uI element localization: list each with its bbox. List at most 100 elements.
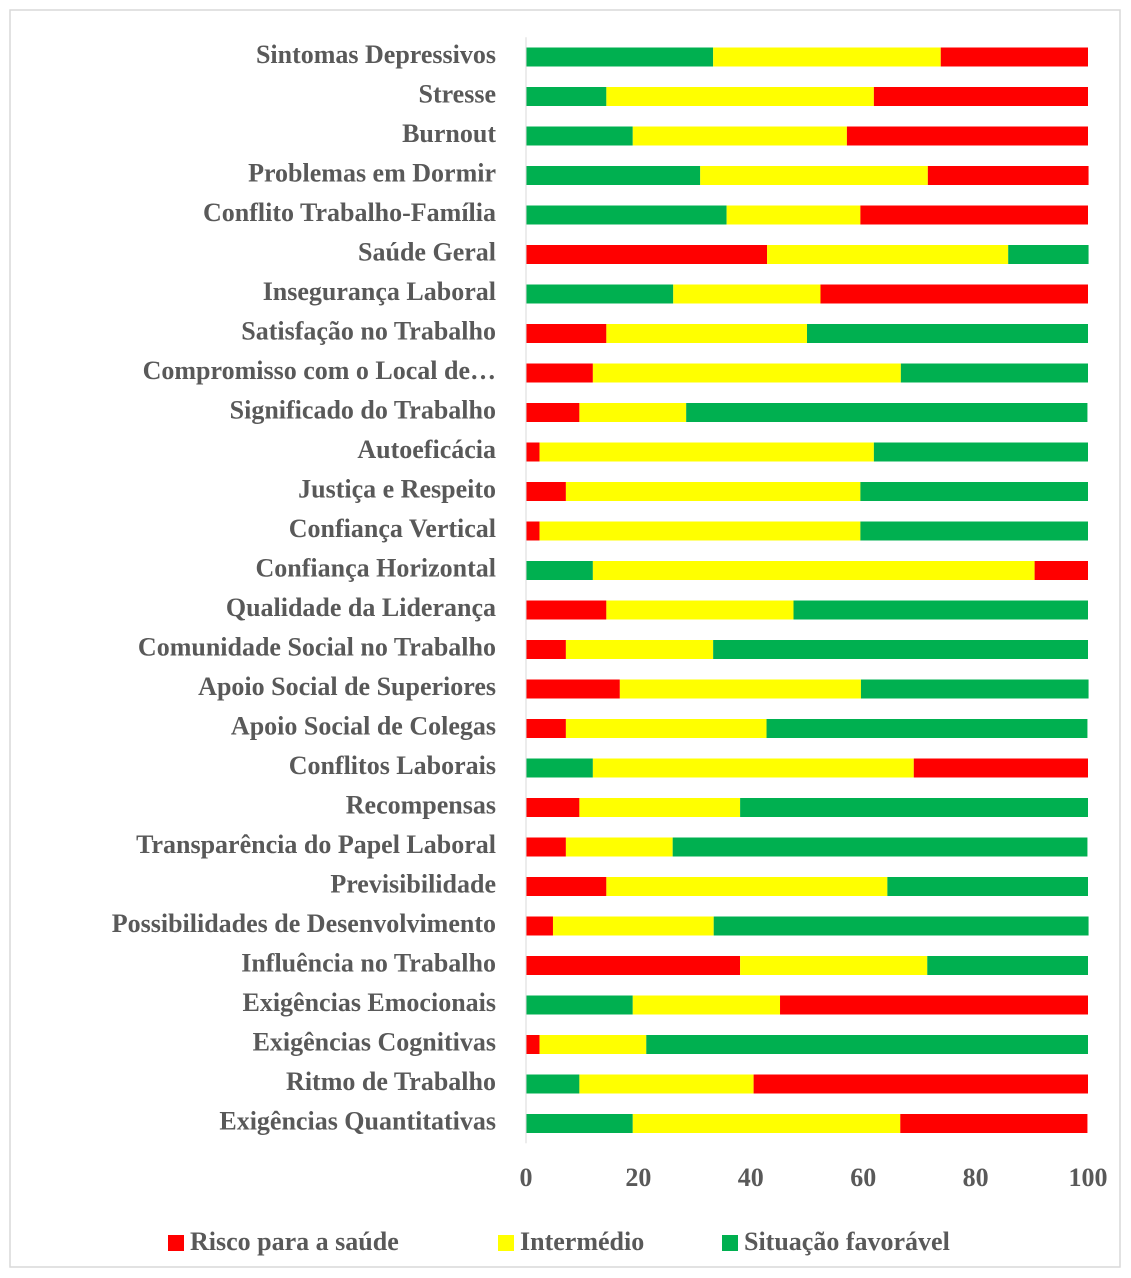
y-tick-label: Confiança Vertical <box>289 514 496 543</box>
bar-segment <box>1008 245 1089 264</box>
bar-segment <box>526 956 741 975</box>
y-tick-label: Insegurança Laboral <box>263 277 496 306</box>
bar-segment <box>592 758 914 778</box>
y-tick-label: Ritmo de Trabalho <box>286 1067 496 1096</box>
bar-segment <box>860 482 1088 501</box>
x-tick-label: 80 <box>963 1163 989 1192</box>
bar-segment <box>539 1035 647 1054</box>
x-tick-label: 40 <box>738 1163 764 1192</box>
bar-segment <box>592 561 1035 580</box>
legend-label: Risco para a saúde <box>190 1227 399 1256</box>
bar-segment <box>927 956 1088 975</box>
bar-segment <box>526 679 620 699</box>
bar-segment <box>526 442 540 462</box>
legend-label: Intermédio <box>520 1227 644 1256</box>
bar-segment <box>579 798 741 817</box>
bar-segment <box>526 87 607 106</box>
y-tick-label: Exigências Quantitativas <box>219 1106 496 1135</box>
bar-segment <box>526 798 580 817</box>
bar-segment <box>526 47 714 67</box>
bar-segment <box>526 995 633 1015</box>
y-tick-label: Qualidade da Liderança <box>226 593 496 622</box>
y-tick-label: Stresse <box>418 79 496 108</box>
bar-segment <box>565 640 714 659</box>
y-tick-label: Justiça e Respeito <box>298 474 496 503</box>
bar-segment <box>526 1074 580 1094</box>
x-tick-label: 0 <box>520 1163 533 1192</box>
y-tick-label: Sintomas Depressivos <box>256 40 496 69</box>
y-tick-label: Apoio Social de Superiores <box>198 672 496 701</box>
bar-segment <box>632 126 847 146</box>
bar-segment <box>526 324 607 343</box>
bar-segment <box>940 47 1088 67</box>
bar-segment <box>526 284 674 304</box>
y-tick-label: Burnout <box>402 119 496 148</box>
bar-segment <box>860 521 1088 541</box>
bar-segment <box>767 245 1009 264</box>
bar-segment <box>1034 561 1088 580</box>
bar-segment <box>713 640 1088 659</box>
bar-segment <box>606 600 794 620</box>
y-tick-label: Comunidade Social no Trabalho <box>138 632 496 661</box>
bar-segment <box>913 758 1088 778</box>
legend-label: Situação favorável <box>744 1227 950 1256</box>
bar-segment <box>552 916 714 936</box>
bar-segment <box>565 837 673 857</box>
y-tick-label: Conflito Trabalho-Família <box>203 198 496 227</box>
bar-segment <box>766 719 1088 738</box>
bar-segment <box>526 205 727 225</box>
bar-segment <box>606 324 807 343</box>
bar-segment <box>579 403 687 422</box>
bar-segment <box>900 1114 1088 1133</box>
x-tick-label: 100 <box>1069 1163 1108 1192</box>
bar-segment <box>726 205 861 225</box>
bar-segment <box>873 87 1088 106</box>
bar-segment <box>526 640 566 659</box>
bar-segment <box>632 1114 901 1133</box>
bar-segment <box>846 126 1088 146</box>
bar-segment <box>780 995 1088 1015</box>
bar-segment <box>592 363 901 383</box>
bar-segment <box>526 1114 633 1133</box>
bar-segment <box>539 521 861 541</box>
bar-segment <box>526 126 633 146</box>
bar-segment <box>713 916 1089 936</box>
bar-segment <box>887 877 1088 896</box>
bar-segment <box>526 758 593 778</box>
x-tick-label: 60 <box>850 1163 876 1192</box>
bar-segment <box>860 679 1089 699</box>
bar-segment <box>900 363 1088 383</box>
bar-segment <box>740 798 1088 817</box>
y-tick-label: Exigências Emocionais <box>242 988 496 1017</box>
bar-segment <box>807 324 1088 343</box>
bar-segment <box>526 521 540 541</box>
bar-segment <box>526 403 580 422</box>
bar-segment <box>606 877 888 896</box>
y-tick-label: Apoio Social de Colegas <box>231 711 496 740</box>
y-tick-label: Recompensas <box>346 790 496 819</box>
y-tick-label: Possibilidades de Desenvolvimento <box>112 909 496 938</box>
bar-segment <box>619 679 861 699</box>
y-tick-label: Exigências Cognitivas <box>253 1027 496 1056</box>
bar-segment <box>526 561 593 580</box>
bar-segment <box>927 166 1089 185</box>
y-tick-label: Problemas em Dormir <box>248 158 496 187</box>
bar-segment <box>565 719 767 738</box>
bar-segment <box>740 956 928 975</box>
bar-segment <box>579 1074 754 1094</box>
bar-segment <box>672 837 1088 857</box>
bar-segment <box>646 1035 1088 1054</box>
bar-segment <box>526 916 553 936</box>
y-tick-label: Compromisso com o Local de… <box>143 356 496 385</box>
bar-segment <box>632 995 781 1015</box>
bar-segment <box>606 87 874 106</box>
bar-segment <box>700 166 928 185</box>
bar-segment <box>873 442 1088 462</box>
y-tick-label: Confiança Horizontal <box>256 553 497 582</box>
bar-segment <box>713 47 941 67</box>
y-tick-label: Satisfação no Trabalho <box>241 316 496 345</box>
bar-segment <box>526 245 768 264</box>
bar-segment <box>526 363 593 383</box>
bar-segment <box>526 877 607 896</box>
bar-segment <box>820 284 1088 304</box>
